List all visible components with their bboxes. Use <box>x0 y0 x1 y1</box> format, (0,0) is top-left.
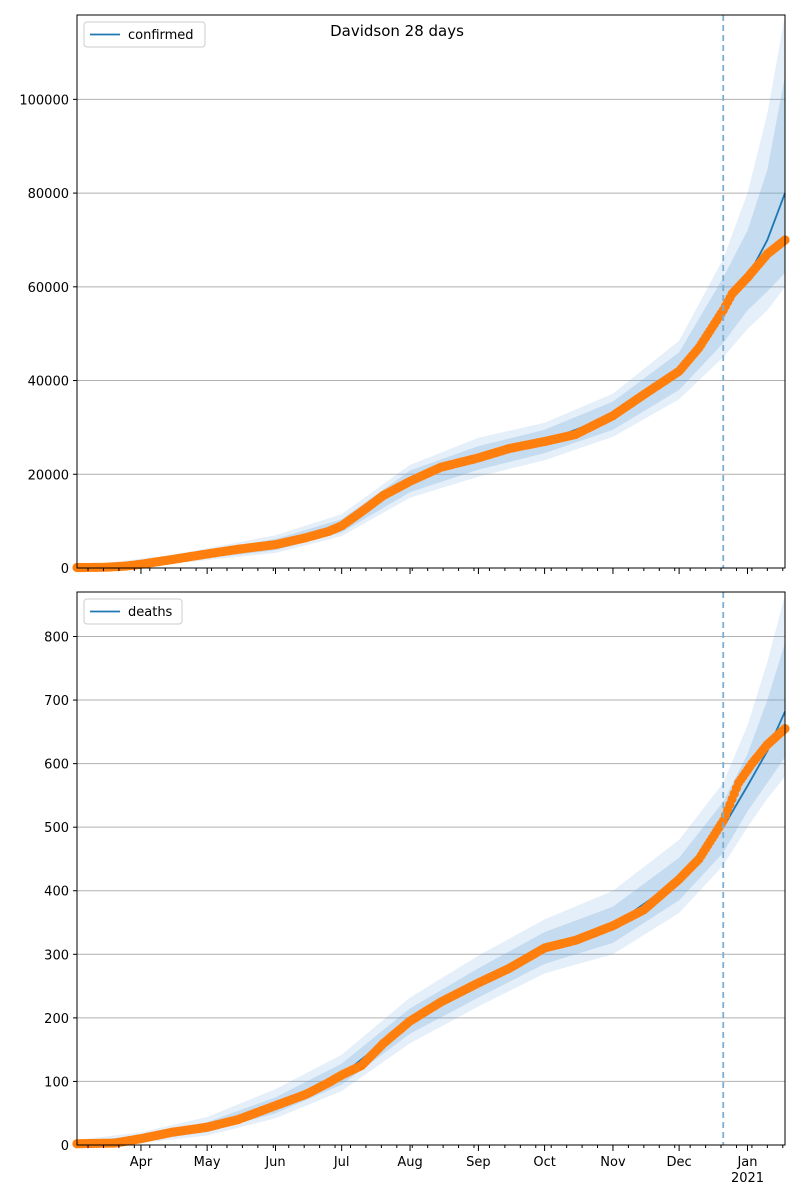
plot-frame <box>76 591 786 1146</box>
x-tick-label: Jul <box>333 1155 350 1170</box>
y-tick-label: 200 <box>44 1012 69 1027</box>
y-tick-label: 800 <box>44 630 69 645</box>
legend-box <box>83 21 206 48</box>
y-tick-label: 0 <box>61 562 69 577</box>
y-tick-label: 20000 <box>28 468 69 483</box>
x-tick-label: Jan <box>736 1155 757 1170</box>
legend-label: deaths <box>128 605 173 620</box>
x-tick-label: May <box>194 1155 221 1170</box>
y-tick-label: 700 <box>44 694 69 709</box>
uncertainty-band <box>77 595 785 1145</box>
model-line <box>76 711 786 1145</box>
y-tick-label: 300 <box>44 948 69 963</box>
y-tick-label: 100 <box>44 1075 69 1090</box>
x-year-label: 2021 <box>731 1171 764 1186</box>
y-tick-label: 500 <box>44 821 69 836</box>
y-tick-label: 100000 <box>19 93 69 108</box>
legend-label: confirmed <box>128 28 194 43</box>
y-tick-label: 600 <box>44 758 69 773</box>
y-tick-label: 40000 <box>28 375 69 390</box>
y-tick-label: 60000 <box>28 281 69 296</box>
panel-confirmed: 0 20000 40000 60000 80000 100000 confirmed <box>19 14 790 577</box>
chart-title: Davidson 28 days <box>330 22 464 40</box>
x-tick-label: Sep <box>466 1155 491 1170</box>
x-tick-label: Jun <box>264 1155 285 1170</box>
legend-box <box>83 598 183 625</box>
x-tick-label: Dec <box>667 1155 692 1170</box>
uncertainty-band <box>77 15 785 568</box>
y-tick-label: 80000 <box>28 187 69 202</box>
x-tick-label: Apr <box>130 1155 153 1170</box>
uncertainty-band <box>77 75 785 568</box>
y-tick-label: 400 <box>44 885 69 900</box>
y-tick-label: 0 <box>61 1139 69 1154</box>
x-tick-label: Aug <box>397 1155 422 1170</box>
x-tick-label: Oct <box>533 1155 555 1170</box>
uncertainty-band <box>77 642 785 1145</box>
x-tick-label: Nov <box>600 1155 626 1170</box>
panel-deaths: 0 100 200 300 400 500 600 700 800 Apr May Jun Jul Aug… <box>44 591 790 1186</box>
plot-frame <box>76 14 786 569</box>
